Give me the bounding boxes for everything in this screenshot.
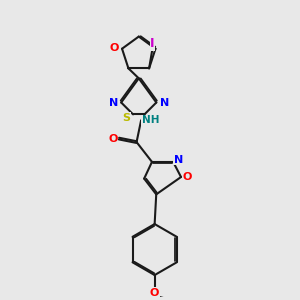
Text: NH: NH xyxy=(142,115,159,125)
Text: O: O xyxy=(110,43,119,53)
Text: N: N xyxy=(174,155,183,165)
Text: O: O xyxy=(108,134,118,144)
Text: O: O xyxy=(150,288,159,298)
Text: N: N xyxy=(160,98,169,107)
Text: N: N xyxy=(109,98,118,107)
Text: S: S xyxy=(122,113,130,123)
Text: I: I xyxy=(150,37,155,50)
Text: O: O xyxy=(183,172,192,182)
